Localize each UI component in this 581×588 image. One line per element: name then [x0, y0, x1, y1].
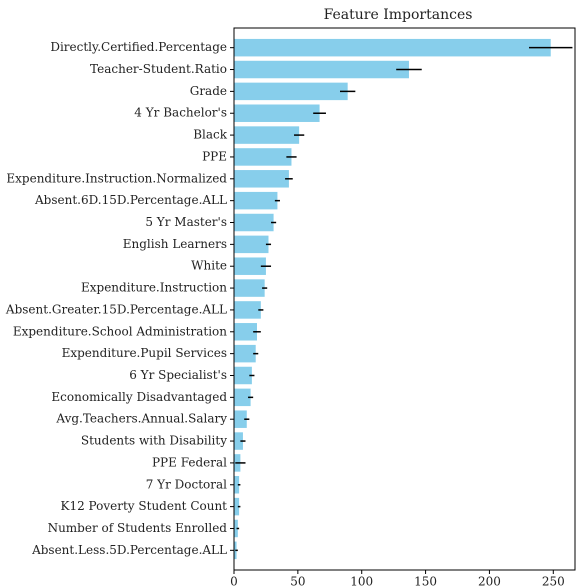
plot-frame [233, 27, 576, 571]
y-tick-label: Students with Disability [81, 434, 227, 448]
y-tick-label: Teacher-Student.Ratio [90, 62, 227, 76]
bar [234, 235, 269, 254]
bar [234, 257, 266, 275]
y-tick-label: K12 Poverty Student Count [61, 499, 228, 513]
chart-title: Feature Importances [324, 7, 473, 23]
bar [234, 301, 261, 319]
y-tick-label: 5 Yr Master's [145, 215, 227, 229]
bar [234, 519, 238, 538]
bar [234, 191, 278, 210]
y-tick-label: Number of Students Enrolled [48, 521, 228, 535]
bar [234, 38, 551, 57]
y-tick-label: Economically Disadvantaged [51, 390, 227, 404]
y-tick-label: Expenditure.Pupil Services [62, 346, 227, 360]
x-tick-label: 250 [542, 575, 565, 588]
bar [234, 60, 409, 79]
bar [234, 279, 265, 297]
y-tick-label: PPE Federal [152, 455, 227, 469]
x-tick-label: 150 [414, 575, 437, 588]
bar [234, 126, 300, 144]
y-tick-label: 4 Yr Bachelor's [134, 106, 227, 120]
y-tick-label: Avg.Teachers.Annual.Salary [55, 412, 227, 426]
y-tick-label: PPE [202, 149, 227, 163]
y-tick-label: 7 Yr Doctoral [146, 477, 227, 491]
bar [234, 148, 292, 166]
x-tick-label: 0 [230, 575, 238, 588]
y-tick-label: Absent.Greater.15D.Percentage.ALL [5, 302, 227, 316]
y-tick-label: Expenditure.Instruction.Normalized [6, 171, 227, 185]
bar [234, 432, 243, 450]
bar [234, 213, 274, 232]
bar [234, 497, 240, 516]
bar [234, 388, 251, 407]
x-tick-label: 200 [478, 575, 501, 588]
bar [234, 82, 348, 101]
y-tick-label: Expenditure.Instruction [81, 281, 227, 295]
bar [234, 323, 257, 341]
y-tick-label: Absent.Less.5D.Percentage.ALL [31, 543, 227, 557]
y-tick-label: Grade [190, 84, 227, 98]
y-tick-label: White [191, 259, 227, 273]
y-tick-label: Expenditure.School Administration [13, 324, 227, 338]
bar [234, 366, 252, 385]
bar [234, 104, 320, 122]
y-tick-label: Black [193, 128, 228, 142]
y-tick-label: English Learners [123, 237, 227, 251]
bar [234, 410, 247, 428]
y-tick-label: Absent.6D.15D.Percentage.ALL [34, 193, 227, 207]
y-tick-label: Directly.Certified.Percentage [50, 40, 227, 54]
y-tick-label: 6 Yr Specialist's [129, 368, 227, 382]
x-tick-label: 100 [350, 575, 373, 588]
bar [234, 344, 256, 363]
bar [234, 170, 289, 188]
x-tick-label: 50 [290, 575, 305, 588]
bar [234, 476, 240, 494]
